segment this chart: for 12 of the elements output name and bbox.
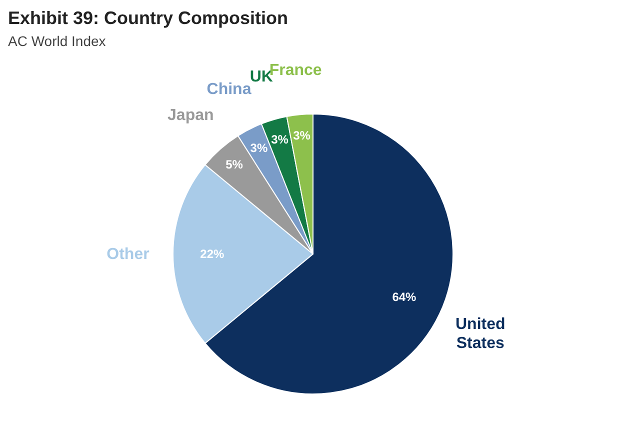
chart-subtitle: AC World Index	[8, 33, 107, 49]
data-label: 3%	[293, 128, 311, 143]
slice-label: Japan	[168, 106, 214, 124]
data-label: 3%	[250, 140, 268, 155]
chart-title: Exhibit 39: Country Composition	[8, 8, 290, 29]
slice-label: Other	[106, 246, 150, 262]
data-label: 64%	[392, 290, 417, 304]
data-label: 5%	[226, 158, 244, 172]
data-label: 22%	[200, 247, 225, 261]
data-label: 3%	[271, 132, 289, 147]
slice-label: China	[206, 80, 252, 98]
slice-label: United States	[456, 315, 506, 352]
